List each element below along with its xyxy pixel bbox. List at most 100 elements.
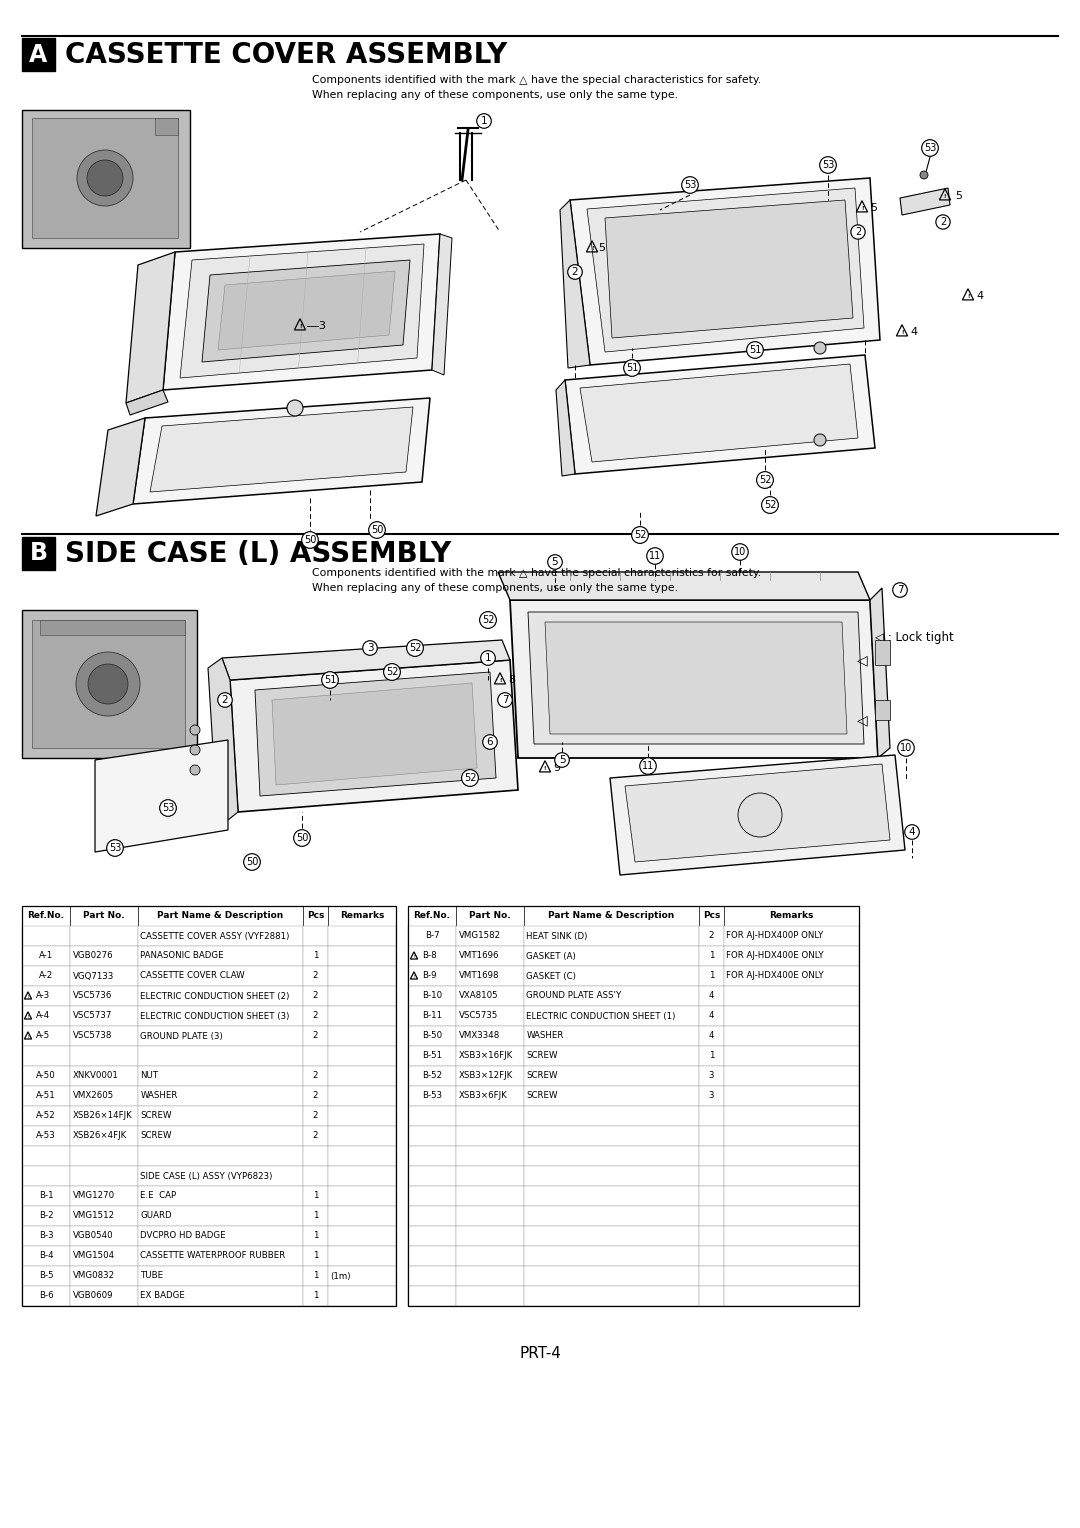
Text: A-53: A-53 <box>36 1132 56 1140</box>
Text: B-1: B-1 <box>39 1192 53 1201</box>
Bar <box>328 1287 396 1306</box>
Bar <box>70 1047 138 1067</box>
Bar <box>22 1267 70 1287</box>
Bar <box>408 1126 456 1146</box>
Text: B-8: B-8 <box>422 952 436 961</box>
Text: VGQ7133: VGQ7133 <box>72 972 113 981</box>
Bar <box>408 1005 456 1025</box>
Bar <box>456 1186 524 1206</box>
Text: Pcs: Pcs <box>307 912 324 920</box>
Polygon shape <box>255 672 496 796</box>
Bar <box>524 1287 699 1306</box>
Text: 6: 6 <box>487 736 494 747</box>
Text: A-1: A-1 <box>39 952 53 961</box>
Bar <box>303 1106 328 1126</box>
Text: 4: 4 <box>976 290 983 301</box>
Text: VMG1512: VMG1512 <box>72 1212 114 1221</box>
Bar <box>524 1225 699 1245</box>
Bar <box>724 1025 859 1047</box>
Bar <box>303 1186 328 1206</box>
Bar <box>524 1146 699 1166</box>
Bar <box>724 926 859 946</box>
Text: 52: 52 <box>759 475 771 484</box>
Bar <box>328 1225 396 1245</box>
Bar <box>699 1206 724 1225</box>
Text: CASSETTE COVER ASSY (VYF2881): CASSETTE COVER ASSY (VYF2881) <box>140 932 289 941</box>
Polygon shape <box>272 683 477 785</box>
Text: SIDE CASE (L) ASSY (VYP6823): SIDE CASE (L) ASSY (VYP6823) <box>140 1172 273 1181</box>
Text: Part Name & Description: Part Name & Description <box>158 912 284 920</box>
Text: A-52: A-52 <box>36 1111 56 1120</box>
Bar <box>724 1245 859 1267</box>
Text: 3: 3 <box>367 643 374 652</box>
Text: B-50: B-50 <box>422 1031 442 1041</box>
Bar <box>70 1146 138 1166</box>
Polygon shape <box>95 740 228 853</box>
Bar <box>303 1267 328 1287</box>
Text: B-53: B-53 <box>422 1091 442 1100</box>
Bar <box>875 700 890 720</box>
Text: SCREW: SCREW <box>527 1071 558 1080</box>
Circle shape <box>87 160 123 196</box>
Text: 3: 3 <box>708 1071 714 1080</box>
Text: 53: 53 <box>109 843 121 853</box>
Text: 2: 2 <box>313 1031 319 1041</box>
Text: 2: 2 <box>855 228 861 237</box>
Polygon shape <box>208 659 238 821</box>
Circle shape <box>814 342 826 354</box>
Bar <box>456 1245 524 1267</box>
Polygon shape <box>96 419 145 516</box>
Text: (1m): (1m) <box>330 1271 351 1280</box>
Text: B-11: B-11 <box>422 1012 442 1021</box>
Text: 2: 2 <box>313 1012 319 1021</box>
Polygon shape <box>556 380 575 477</box>
Bar <box>524 1206 699 1225</box>
Text: PANASONIC BADGE: PANASONIC BADGE <box>140 952 225 961</box>
Bar <box>328 1267 396 1287</box>
Circle shape <box>190 766 200 775</box>
Text: SCREW: SCREW <box>140 1111 172 1120</box>
Bar <box>138 1267 303 1287</box>
Bar <box>303 906 328 926</box>
Text: 1: 1 <box>313 1291 319 1300</box>
Bar <box>724 1067 859 1086</box>
Bar <box>303 986 328 1005</box>
Text: VXA8105: VXA8105 <box>459 992 498 1001</box>
Bar <box>456 1086 524 1106</box>
Bar <box>328 1106 396 1126</box>
Bar <box>699 1025 724 1047</box>
Polygon shape <box>900 188 950 215</box>
Bar <box>303 1166 328 1186</box>
Polygon shape <box>222 640 510 680</box>
Bar <box>328 946 396 966</box>
Bar <box>70 966 138 986</box>
Bar <box>303 1146 328 1166</box>
Text: XSB26×4FJK: XSB26×4FJK <box>72 1132 126 1140</box>
Bar <box>524 1005 699 1025</box>
Text: !: ! <box>27 995 29 999</box>
Text: WASHER: WASHER <box>140 1091 178 1100</box>
Text: VSC5735: VSC5735 <box>459 1012 498 1021</box>
Text: 1: 1 <box>313 1212 319 1221</box>
Text: 1: 1 <box>708 952 714 961</box>
Bar <box>699 1047 724 1067</box>
Text: 52: 52 <box>482 614 495 625</box>
Bar <box>724 1267 859 1287</box>
Bar <box>328 1245 396 1267</box>
Bar <box>138 946 303 966</box>
Text: E.E  CAP: E.E CAP <box>140 1192 177 1201</box>
Circle shape <box>76 652 140 717</box>
Bar <box>699 1086 724 1106</box>
Text: GASKET (C): GASKET (C) <box>527 972 577 981</box>
Bar <box>524 966 699 986</box>
Bar <box>456 926 524 946</box>
Bar <box>724 1146 859 1166</box>
Bar <box>22 1287 70 1306</box>
Bar <box>699 1225 724 1245</box>
Bar <box>408 986 456 1005</box>
Text: VMT1698: VMT1698 <box>459 972 499 981</box>
Text: !: ! <box>414 955 415 960</box>
Polygon shape <box>133 397 430 504</box>
Bar <box>22 610 197 758</box>
Bar <box>524 1186 699 1206</box>
